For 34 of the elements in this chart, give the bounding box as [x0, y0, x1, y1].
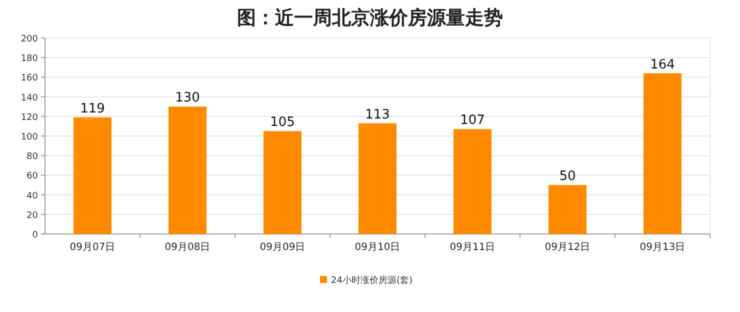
bar	[168, 106, 206, 234]
chart-title: 图：近一周北京涨价房源量走势	[237, 7, 503, 29]
data-label: 119	[80, 101, 105, 116]
x-tick-label: 09月13日	[640, 242, 686, 253]
x-tick-label: 09月10日	[354, 242, 400, 253]
data-label: 130	[175, 90, 200, 106]
data-label: 164	[650, 57, 675, 72]
bar	[264, 131, 302, 234]
y-tick-label: 200	[20, 34, 38, 44]
x-tick-label: 09月12日	[544, 242, 590, 253]
y-tick-label: 0	[32, 230, 38, 240]
data-label: 113	[365, 107, 390, 122]
y-tick-label: 80	[26, 152, 38, 162]
bar	[358, 123, 396, 234]
y-tick-label: 100	[20, 132, 38, 142]
x-tick-label: 09月07日	[70, 242, 116, 253]
data-label: 107	[460, 113, 485, 128]
y-tick-label: 160	[20, 74, 38, 84]
bar	[548, 185, 586, 234]
y-tick-label: 140	[20, 93, 38, 104]
x-tick-label: 09月09日	[260, 242, 306, 253]
legend-label: 24小时涨价房源(套)	[331, 275, 412, 286]
y-tick-label: 180	[20, 54, 38, 64]
bar	[644, 73, 682, 234]
bar	[74, 117, 112, 234]
y-tick-label: 60	[26, 172, 38, 182]
y-tick-label: 120	[20, 112, 38, 123]
y-tick-label: 40	[26, 191, 38, 202]
data-label: 50	[559, 169, 576, 184]
data-label: 105	[270, 115, 295, 130]
x-tick-label: 09月08日	[164, 242, 210, 253]
bar	[454, 129, 492, 234]
x-tick-label: 09月11日	[450, 242, 496, 253]
y-tick-label: 20	[26, 210, 38, 221]
